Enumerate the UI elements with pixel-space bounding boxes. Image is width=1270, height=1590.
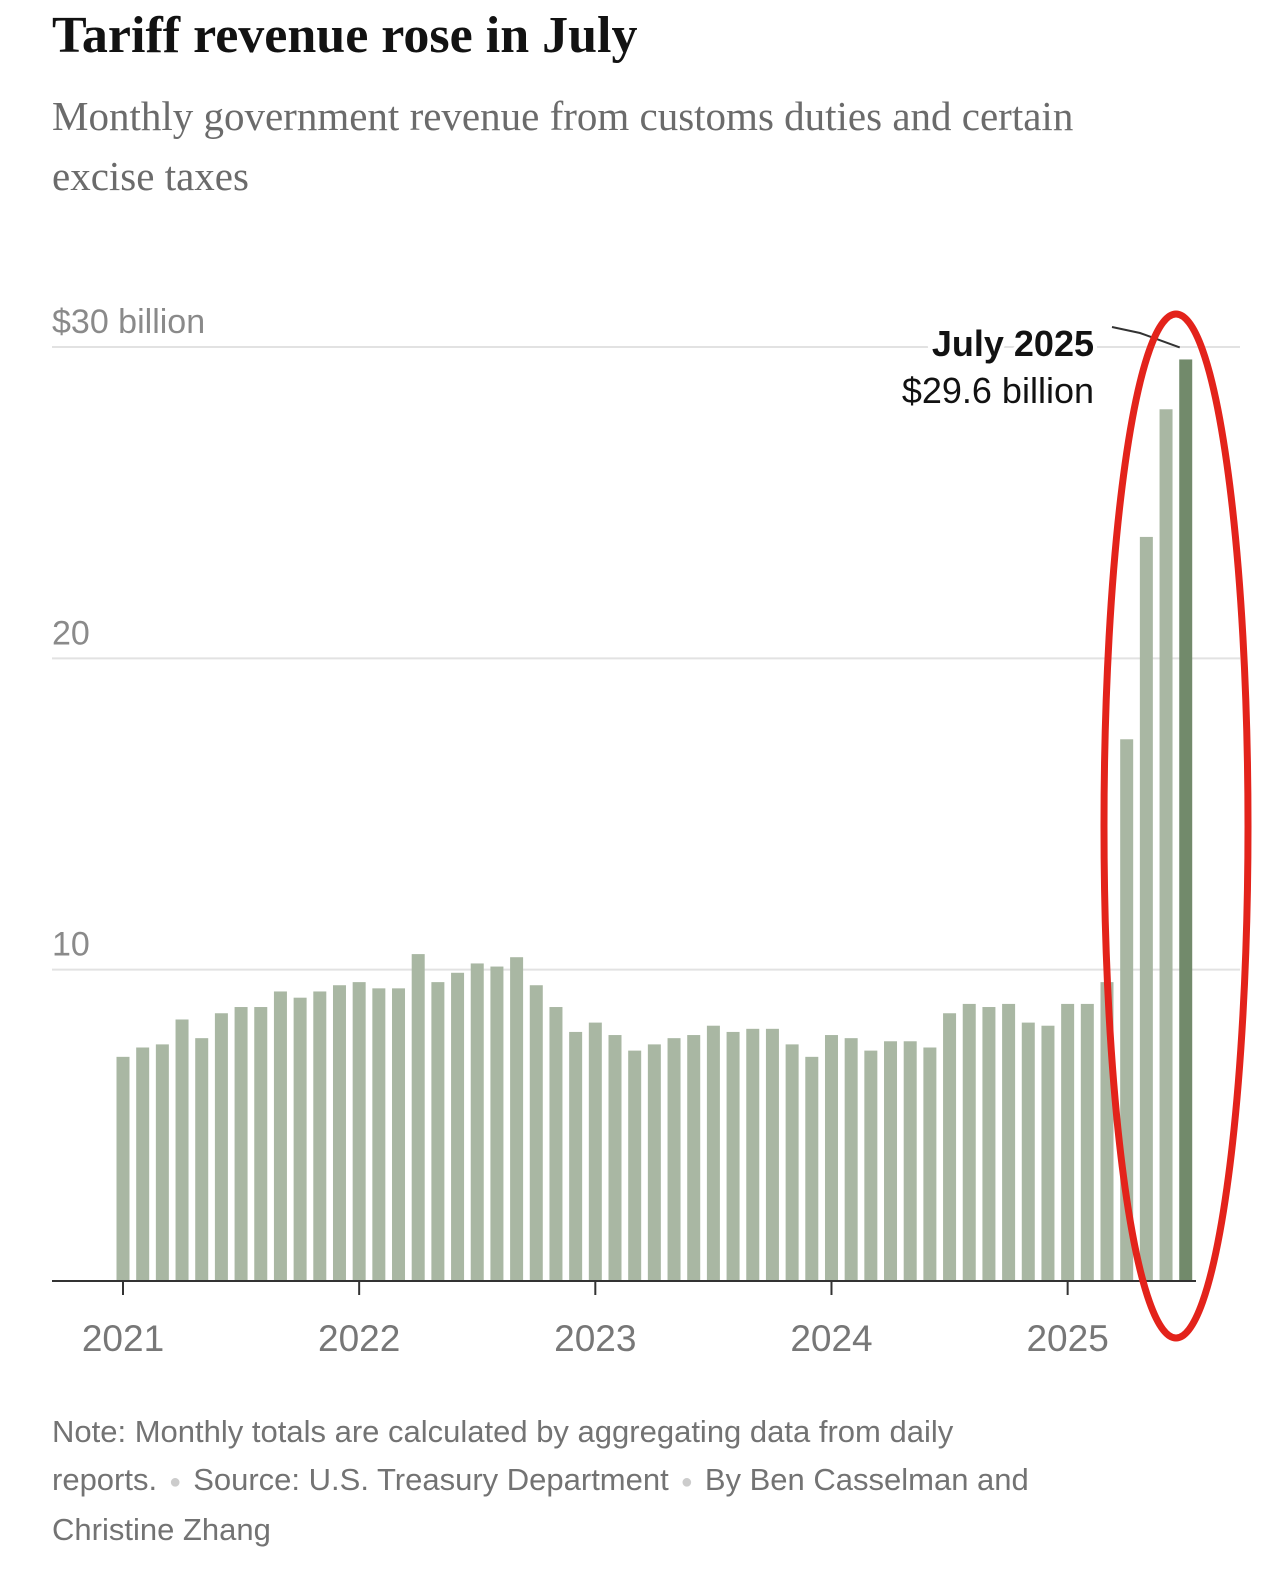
bar: [824, 1035, 838, 1281]
bar: [943, 1013, 957, 1281]
bar: [628, 1050, 642, 1281]
byline: By Ben Casselman and Christine Zhang: [52, 1462, 1029, 1547]
bar: [195, 1038, 209, 1281]
bar: [392, 988, 406, 1281]
bar: [1120, 739, 1134, 1281]
bar: [451, 972, 465, 1281]
bar: [844, 1038, 858, 1281]
bar: [667, 1038, 681, 1281]
chart-subtitle: Monthly government revenue from customs …: [52, 93, 1074, 199]
bar: [116, 1056, 130, 1281]
bar: [293, 997, 307, 1281]
bar: [1159, 409, 1173, 1281]
bar: [254, 1007, 268, 1281]
bar: [470, 963, 484, 1281]
bar: [569, 1031, 583, 1281]
bar: [608, 1035, 622, 1281]
bar: [884, 1041, 898, 1281]
bar: [1041, 1025, 1055, 1281]
bar: [706, 1025, 720, 1281]
bar: [214, 1013, 228, 1281]
bar: [1139, 536, 1153, 1281]
note: Note: Monthly totals are calculated by a…: [52, 1414, 954, 1497]
bar: [903, 1041, 917, 1281]
bar: [549, 1007, 563, 1281]
bar: [746, 1028, 760, 1281]
x-tick-label: 2023: [554, 1318, 636, 1359]
chart-title: Tariff revenue rose in July: [52, 7, 638, 64]
bar: [490, 966, 504, 1281]
x-tick-label: 2021: [82, 1318, 164, 1359]
y-tick-label: $30 billion: [52, 303, 205, 341]
bar: [529, 985, 543, 1281]
chart: 10 20 $30 billion 2021 2022 2023 2024 2025 July …: [52, 303, 1252, 1359]
x-tick-label: 2022: [318, 1318, 400, 1359]
annotation-leader: [1111, 326, 1181, 349]
y-tick-label: 10: [52, 926, 90, 964]
bar: [864, 1050, 878, 1281]
bar: [372, 988, 386, 1281]
bar: [923, 1047, 937, 1281]
bar: [352, 982, 366, 1281]
bar: [273, 991, 287, 1281]
bar: [234, 1007, 248, 1281]
source: Source: U.S. Treasury Department: [193, 1462, 669, 1497]
footer: Note: Monthly totals are calculated by a…: [52, 1408, 1142, 1554]
bar: [1002, 1003, 1016, 1281]
separator: ●: [169, 1470, 182, 1493]
annotation-value: $29.6 billion: [902, 370, 1094, 411]
bar: [411, 954, 425, 1281]
bar: [687, 1035, 701, 1281]
bar: [1061, 1003, 1075, 1281]
bar: [726, 1031, 740, 1281]
bar: [332, 985, 346, 1281]
bar: [588, 1022, 602, 1281]
bar: [313, 991, 327, 1281]
bar: [1080, 1003, 1094, 1281]
bar: [785, 1044, 799, 1281]
x-tick-label: 2024: [790, 1318, 872, 1359]
separator: ●: [680, 1470, 693, 1493]
annotation-label: July 2025: [932, 323, 1094, 364]
bar: [647, 1044, 661, 1281]
bar: [136, 1047, 150, 1281]
bar: [155, 1044, 169, 1281]
bar: [805, 1056, 819, 1281]
bar: [962, 1003, 976, 1281]
bar: [765, 1028, 779, 1281]
bar: [175, 1019, 189, 1281]
y-tick-label: 20: [52, 614, 90, 652]
bar: [1179, 359, 1193, 1281]
bar: [982, 1007, 996, 1281]
highlight-ellipse: [1100, 310, 1252, 1342]
bar: [431, 982, 445, 1281]
bar: [1021, 1022, 1035, 1281]
x-tick-label: 2025: [1026, 1318, 1108, 1359]
bar: [510, 957, 524, 1281]
